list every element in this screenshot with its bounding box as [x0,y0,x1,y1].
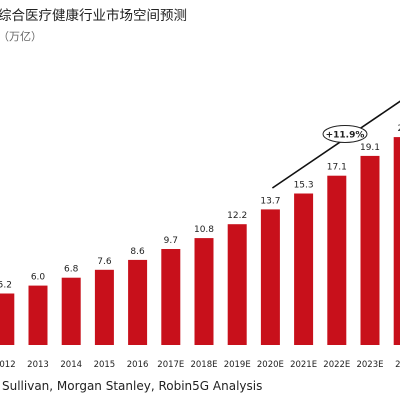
value-label: 10.8 [194,225,214,235]
cagr-ellipse [322,125,368,143]
x-tick-label: 2014 [60,360,82,370]
bar-2017E [161,249,181,345]
bar-2013 [28,285,48,345]
value-label: 19.1 [360,143,380,153]
x-tick-label: 2015 [94,360,116,370]
x-tick-label: 2019E [224,360,251,370]
value-label: 6.0 [31,273,46,283]
value-label: 17.1 [327,163,347,173]
x-tick-label: 2013 [27,360,49,370]
value-label: 8.6 [130,247,145,257]
chart-unit: （万亿） [0,30,42,43]
value-label: 9.7 [164,236,178,246]
x-tick-label: 2020E [257,360,284,370]
bar-2018E [194,238,214,345]
bar-2012 [0,293,15,345]
bar-2023E [360,155,380,345]
value-label: 5.2 [0,281,12,291]
bar-2022E [327,175,347,345]
value-label: 6.8 [64,265,79,275]
x-tick-label: 2022E [323,360,350,370]
value-label: 21 [397,124,400,134]
bar-2019E [227,224,247,345]
x-tick-label: 2023E [356,360,383,370]
chart-title: 综合医疗健康行业市场空间预测 [0,7,187,24]
x-tick-label: 2021E [290,360,317,370]
cagr-label: +11.9% [326,130,365,140]
x-tick-label: 2017E [157,360,184,370]
value-label: 13.7 [260,196,280,206]
source-text: Sullivan, Morgan Stanley, Robin5G Analys… [2,379,262,393]
cagr-annotation: +11.9% [271,100,400,189]
value-label: 12.2 [227,211,247,221]
cagr-trend-line [271,100,400,189]
x-tick-label: 202 [395,360,400,370]
bar-2020E [260,209,280,345]
bar-2021E [294,193,314,345]
bar-202 [393,137,400,345]
value-label: 7.6 [97,257,112,267]
bar-2015 [94,269,114,345]
x-tick-label: 2018E [190,360,217,370]
bar-2016 [128,259,148,345]
x-tick-label: 2016 [127,360,149,370]
value-label: 15.3 [294,181,314,191]
bar-2014 [61,277,81,345]
